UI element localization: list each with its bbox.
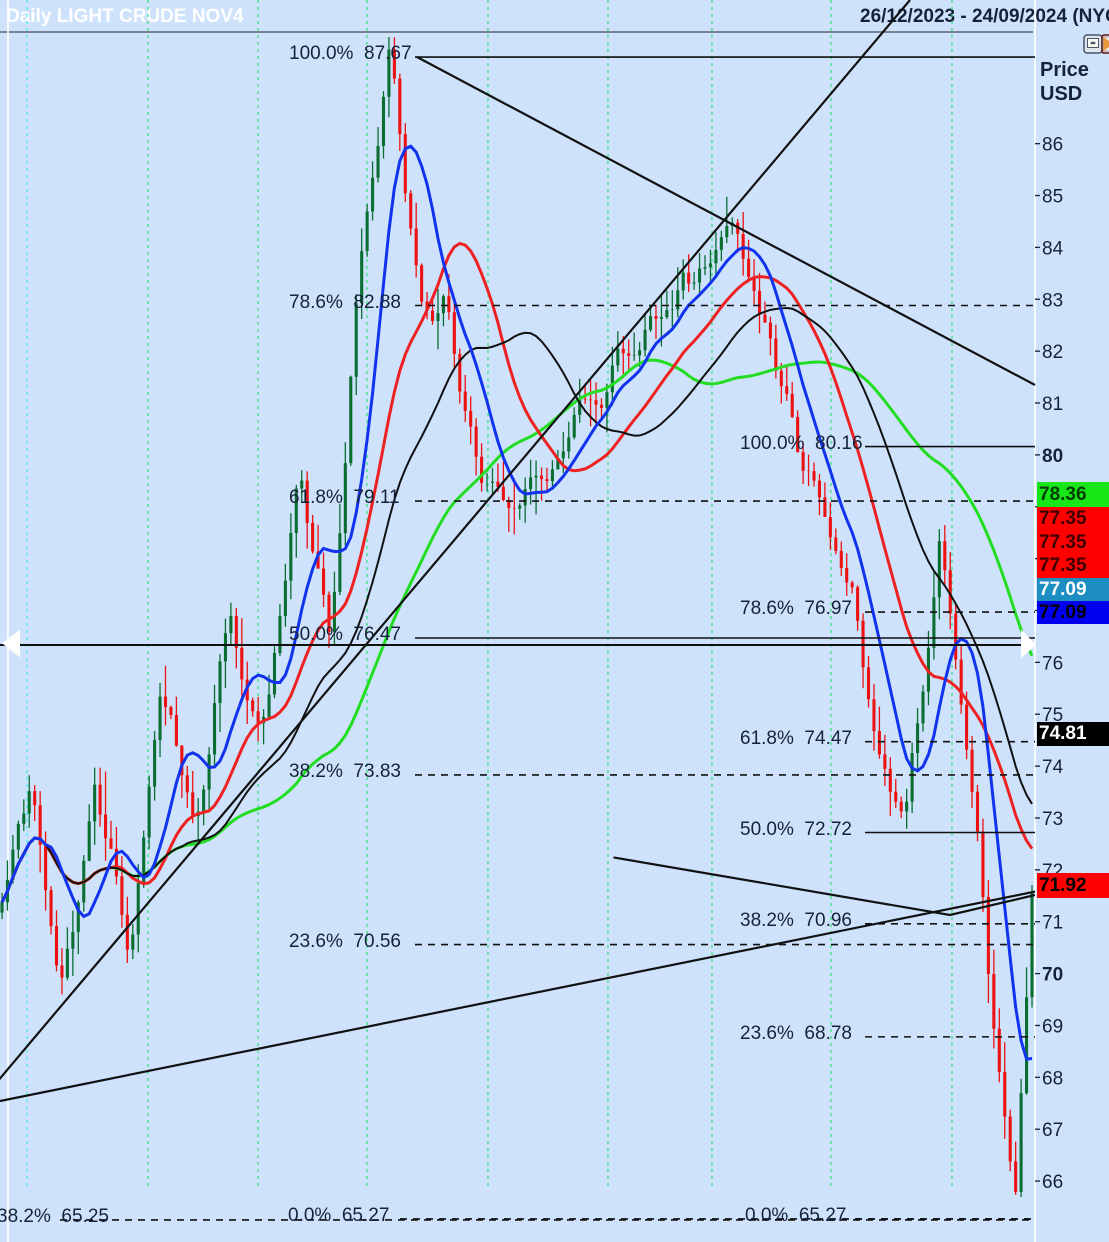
svg-text:74: 74 xyxy=(1042,757,1064,778)
svg-text:76: 76 xyxy=(1042,653,1063,674)
svg-text:84: 84 xyxy=(1042,238,1064,259)
svg-text:67: 67 xyxy=(1042,1120,1063,1141)
svg-text:71: 71 xyxy=(1042,913,1063,934)
svg-text:70: 70 xyxy=(1042,965,1063,986)
svg-text:73: 73 xyxy=(1042,809,1063,830)
svg-text:66: 66 xyxy=(1042,1172,1063,1193)
svg-text:82: 82 xyxy=(1042,342,1063,363)
svg-text:68: 68 xyxy=(1042,1068,1063,1089)
svg-text:85: 85 xyxy=(1042,187,1063,208)
svg-text:81: 81 xyxy=(1042,394,1063,415)
svg-text:80: 80 xyxy=(1042,446,1063,467)
svg-text:83: 83 xyxy=(1042,290,1063,311)
svg-text:86: 86 xyxy=(1042,135,1063,156)
svg-text:69: 69 xyxy=(1042,1016,1063,1037)
